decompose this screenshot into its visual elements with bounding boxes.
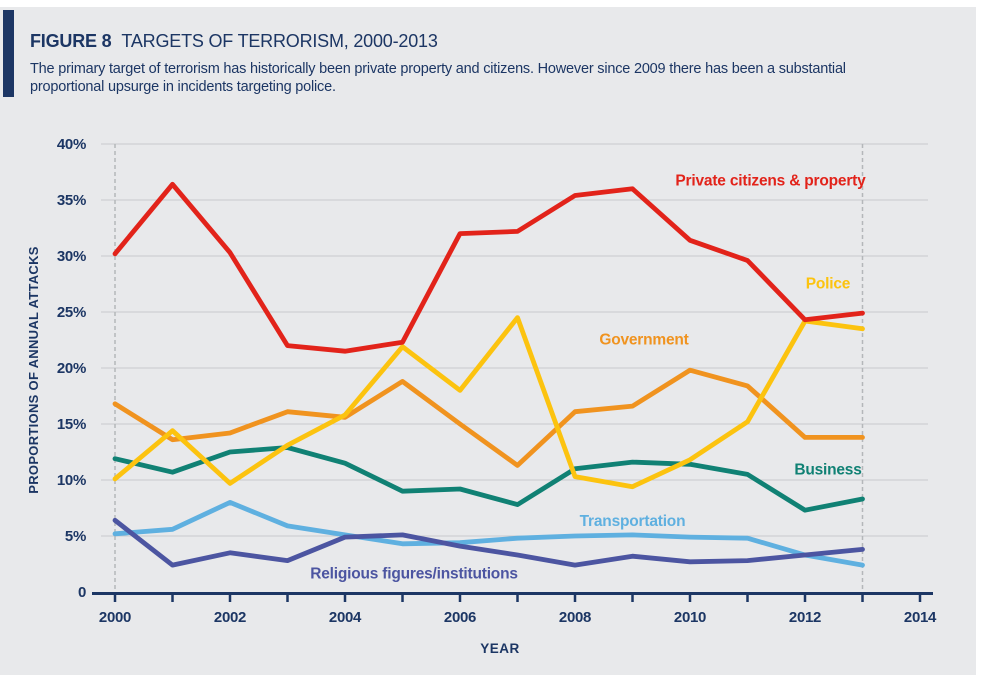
x-tick-label: 2006 (444, 609, 476, 626)
subtitle-line-1: The primary target of terrorism has hist… (30, 61, 846, 77)
series-label-private-citizens-property: Private citizens & property (675, 172, 866, 189)
series-line-transportation (112, 499, 865, 568)
series-line-government (112, 367, 865, 468)
series-label-police: Police (806, 275, 851, 292)
line-chart: 0 5% 10% 15% 20% 25% 30% 35% 40% 2000 2002 2004 2006… (0, 130, 986, 675)
x-tick-label: 2004 (329, 609, 362, 626)
series-label-transportation: Transportation (580, 513, 686, 530)
x-tick-label: 2002 (214, 609, 246, 626)
header-accent-bar (3, 10, 14, 97)
gray-panel-background (0, 7, 976, 675)
x-axis-title: YEAR (480, 641, 520, 656)
figure-title: FIGURE 8 TARGETS OF TERRORISM, 2000-2013 (30, 31, 438, 52)
y-tick-label: 25% (57, 304, 86, 321)
figure-number: FIGURE 8 (30, 31, 112, 51)
y-tick-label: 30% (57, 248, 86, 265)
y-tick-label: 35% (57, 192, 86, 209)
x-tick-label: 2008 (559, 609, 591, 626)
y-tick-label: 0 (78, 584, 86, 601)
series-label-religious-figures-institutions: Religious figures/institutions (310, 566, 518, 583)
series-line-business (112, 445, 865, 513)
y-axis-title: PROPORTIONS OF ANNUAL ATTACKS (26, 246, 41, 494)
y-tick-label: 5% (65, 528, 86, 545)
series-line-religious-figures-institutions (112, 517, 865, 568)
subtitle-line-2: proportional upsurge in incidents target… (30, 79, 336, 95)
x-tick-label: 2000 (99, 609, 131, 626)
x-tick-label: 2014 (904, 609, 937, 626)
y-tick-label: 40% (57, 136, 86, 153)
figure-title-text: TARGETS OF TERRORISM, 2000-2013 (121, 31, 438, 51)
series-label-government: Government (599, 331, 688, 348)
x-tick-label: 2012 (789, 609, 821, 626)
chart-canvas: 0 5% 10% 15% 20% 25% 30% 35% 40% 2000 2002 2004 2006… (26, 136, 937, 656)
y-tick-label: 10% (57, 472, 86, 489)
y-tick-label: 20% (57, 360, 86, 377)
series-label-business: Business (794, 461, 861, 478)
series-line-police (112, 315, 865, 490)
x-tick-label: 2010 (674, 609, 706, 626)
series-line-private-citizens-property (112, 181, 865, 354)
y-tick-label: 15% (57, 416, 86, 433)
figure-subtitle: The primary target of terrorism has hist… (30, 60, 846, 96)
